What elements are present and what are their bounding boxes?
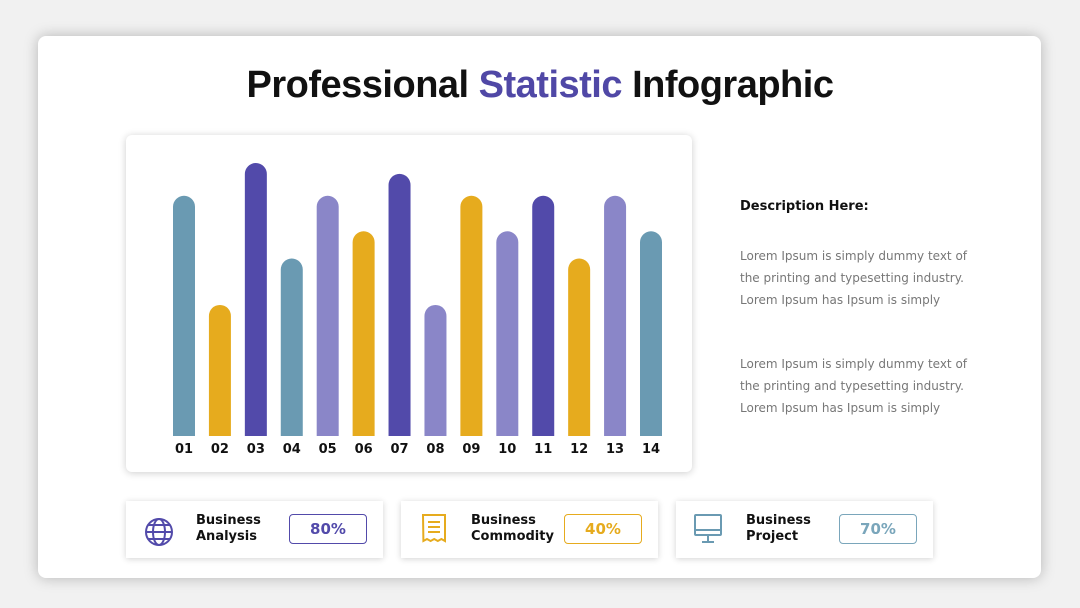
x-tick-label: 06: [355, 442, 373, 457]
bar: [388, 173, 411, 437]
card-label: Business Project: [746, 513, 811, 544]
bar: [640, 231, 662, 436]
title: Professional Statistic Infographic: [0, 64, 1080, 107]
chart: 01 02 03 04 05 06 07 08 09 10 11 12 13 14: [173, 163, 662, 457]
x-tick-label: 04: [283, 442, 301, 457]
x-tick-label: 12: [570, 442, 588, 457]
monitor-icon: [694, 514, 722, 543]
title-highlight: Statistic: [478, 64, 623, 106]
bar: [316, 195, 339, 436]
bar: [568, 258, 591, 436]
description-heading: Description Here:: [740, 199, 869, 214]
card-value: 70%: [839, 514, 917, 544]
bar: [173, 195, 195, 436]
x-tick-label: 02: [211, 442, 229, 457]
title-part: Infographic: [632, 64, 834, 106]
x-tick-label: 05: [319, 442, 337, 457]
receipt-icon: [421, 514, 446, 543]
description-text: Lorem Ipsum is simply dummy text of the …: [740, 249, 968, 307]
x-tick-label: 11: [534, 442, 552, 457]
stat-card: Business Commodity 40%: [401, 501, 658, 558]
bar: [244, 163, 267, 436]
card-value: 40%: [564, 514, 642, 544]
x-tick-label: 13: [606, 442, 624, 457]
x-tick-label: 03: [247, 442, 265, 457]
chart-card: 01 02 03 04 05 06 07 08 09 10 11 12 13 14: [126, 135, 692, 472]
x-tick-label: 09: [462, 442, 480, 457]
x-tick-label: 01: [175, 442, 193, 457]
x-tick-label: 14: [642, 442, 660, 457]
bar: [604, 195, 627, 436]
title-part: Professional: [246, 64, 470, 106]
bar: [424, 304, 447, 436]
card-label: Business Commodity: [471, 513, 554, 544]
bar: [532, 195, 555, 436]
card-value: 80%: [289, 514, 367, 544]
bar: [496, 231, 519, 436]
globe-icon: [145, 518, 173, 546]
card-label: Business Analysis: [196, 513, 261, 544]
x-tick-label: 08: [426, 442, 444, 457]
description-text: Lorem Ipsum is simply dummy text of the …: [740, 357, 968, 415]
bar: [208, 304, 231, 436]
x-tick-label: 10: [498, 442, 516, 457]
bar: [280, 258, 303, 436]
bar: [352, 231, 375, 436]
x-tick-label: 07: [390, 442, 408, 457]
stat-card: Business Project 70%: [676, 501, 933, 558]
stat-card: Business Analysis 80%: [126, 501, 383, 558]
bar: [460, 195, 483, 436]
